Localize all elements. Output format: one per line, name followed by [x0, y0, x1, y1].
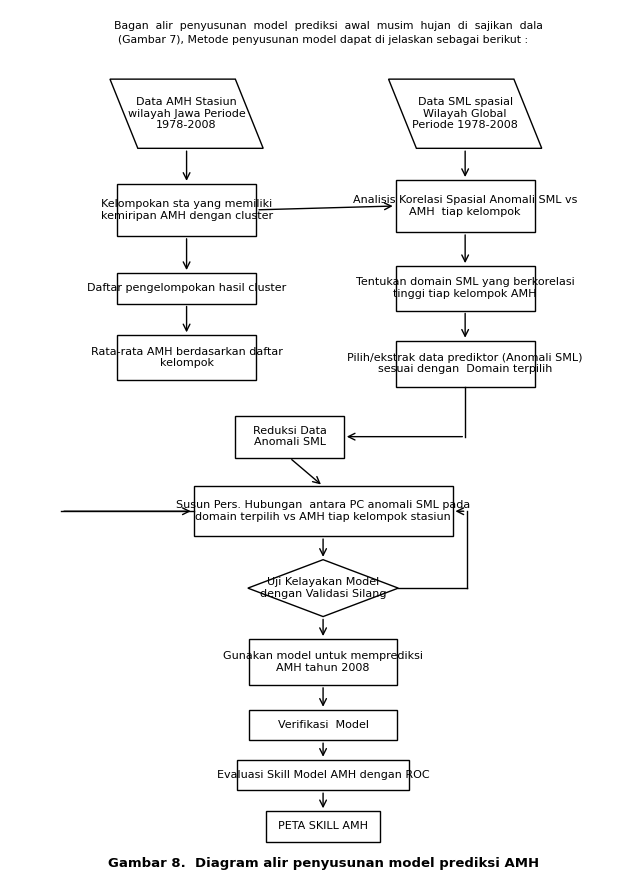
- Text: PETA SKILL AMH: PETA SKILL AMH: [278, 821, 368, 832]
- Text: Susun Pers. Hubungan  antara PC anomali SML pada
domain terpilih vs AMH tiap kel: Susun Pers. Hubungan antara PC anomali S…: [176, 500, 470, 522]
- Bar: [117, 273, 256, 304]
- Bar: [249, 639, 397, 685]
- Text: Gambar 8.  Diagram alir penyusunan model prediksi AMH: Gambar 8. Diagram alir penyusunan model …: [108, 857, 538, 870]
- Text: Uji Kelayakan Model
dengan Validasi Silang: Uji Kelayakan Model dengan Validasi Sila…: [260, 577, 386, 599]
- Text: Verifikasi  Model: Verifikasi Model: [277, 720, 369, 730]
- Text: Reduksi Data
Anomali SML: Reduksi Data Anomali SML: [253, 426, 327, 448]
- Polygon shape: [110, 79, 263, 148]
- Text: Bagan  alir  penyusunan  model  prediksi  awal  musim  hujan  di  sajikan  dala: Bagan alir penyusunan model prediksi awa…: [114, 21, 543, 31]
- Text: Kelompokan sta yang memiliki
kemiripan AMH dengan cluster: Kelompokan sta yang memiliki kemiripan A…: [101, 199, 273, 220]
- Text: Rata-rata AMH berdasarkan daftar
kelompok: Rata-rata AMH berdasarkan daftar kelompo…: [91, 346, 282, 368]
- Text: (Gambar 7), Metode penyusunan model dapat di jelaskan sebagai berikut :: (Gambar 7), Metode penyusunan model dapa…: [118, 34, 528, 45]
- Text: Tentukan domain SML yang berkorelasi
tinggi tiap kelompok AMH: Tentukan domain SML yang berkorelasi tin…: [356, 278, 575, 299]
- Bar: [235, 416, 344, 458]
- Text: Gunakan model untuk memprediksi
AMH tahun 2008: Gunakan model untuk memprediksi AMH tahu…: [223, 651, 423, 673]
- Bar: [117, 184, 256, 236]
- Text: Data AMH Stasiun
wilayah Jawa Periode
1978-2008: Data AMH Stasiun wilayah Jawa Periode 19…: [128, 97, 245, 130]
- Bar: [249, 709, 397, 740]
- Bar: [396, 341, 535, 387]
- Bar: [396, 266, 535, 311]
- Polygon shape: [248, 559, 398, 617]
- Bar: [266, 811, 380, 842]
- Polygon shape: [389, 79, 541, 148]
- Text: Analisis Korelasi Spasial Anomali SML vs
AMH  tiap kelompok: Analisis Korelasi Spasial Anomali SML vs…: [353, 196, 577, 217]
- Bar: [193, 486, 453, 537]
- Text: Daftar pengelompokan hasil cluster: Daftar pengelompokan hasil cluster: [87, 284, 286, 293]
- Bar: [237, 759, 409, 790]
- Bar: [396, 180, 535, 232]
- Text: Evaluasi Skill Model AMH dengan ROC: Evaluasi Skill Model AMH dengan ROC: [217, 770, 429, 780]
- Text: Data SML spasial
Wilayah Global
Periode 1978-2008: Data SML spasial Wilayah Global Periode …: [412, 97, 518, 130]
- Text: Pilih/ekstrak data prediktor (Anomali SML)
sesuai dengan  Domain terpilih: Pilih/ekstrak data prediktor (Anomali SM…: [347, 352, 583, 374]
- Bar: [117, 335, 256, 380]
